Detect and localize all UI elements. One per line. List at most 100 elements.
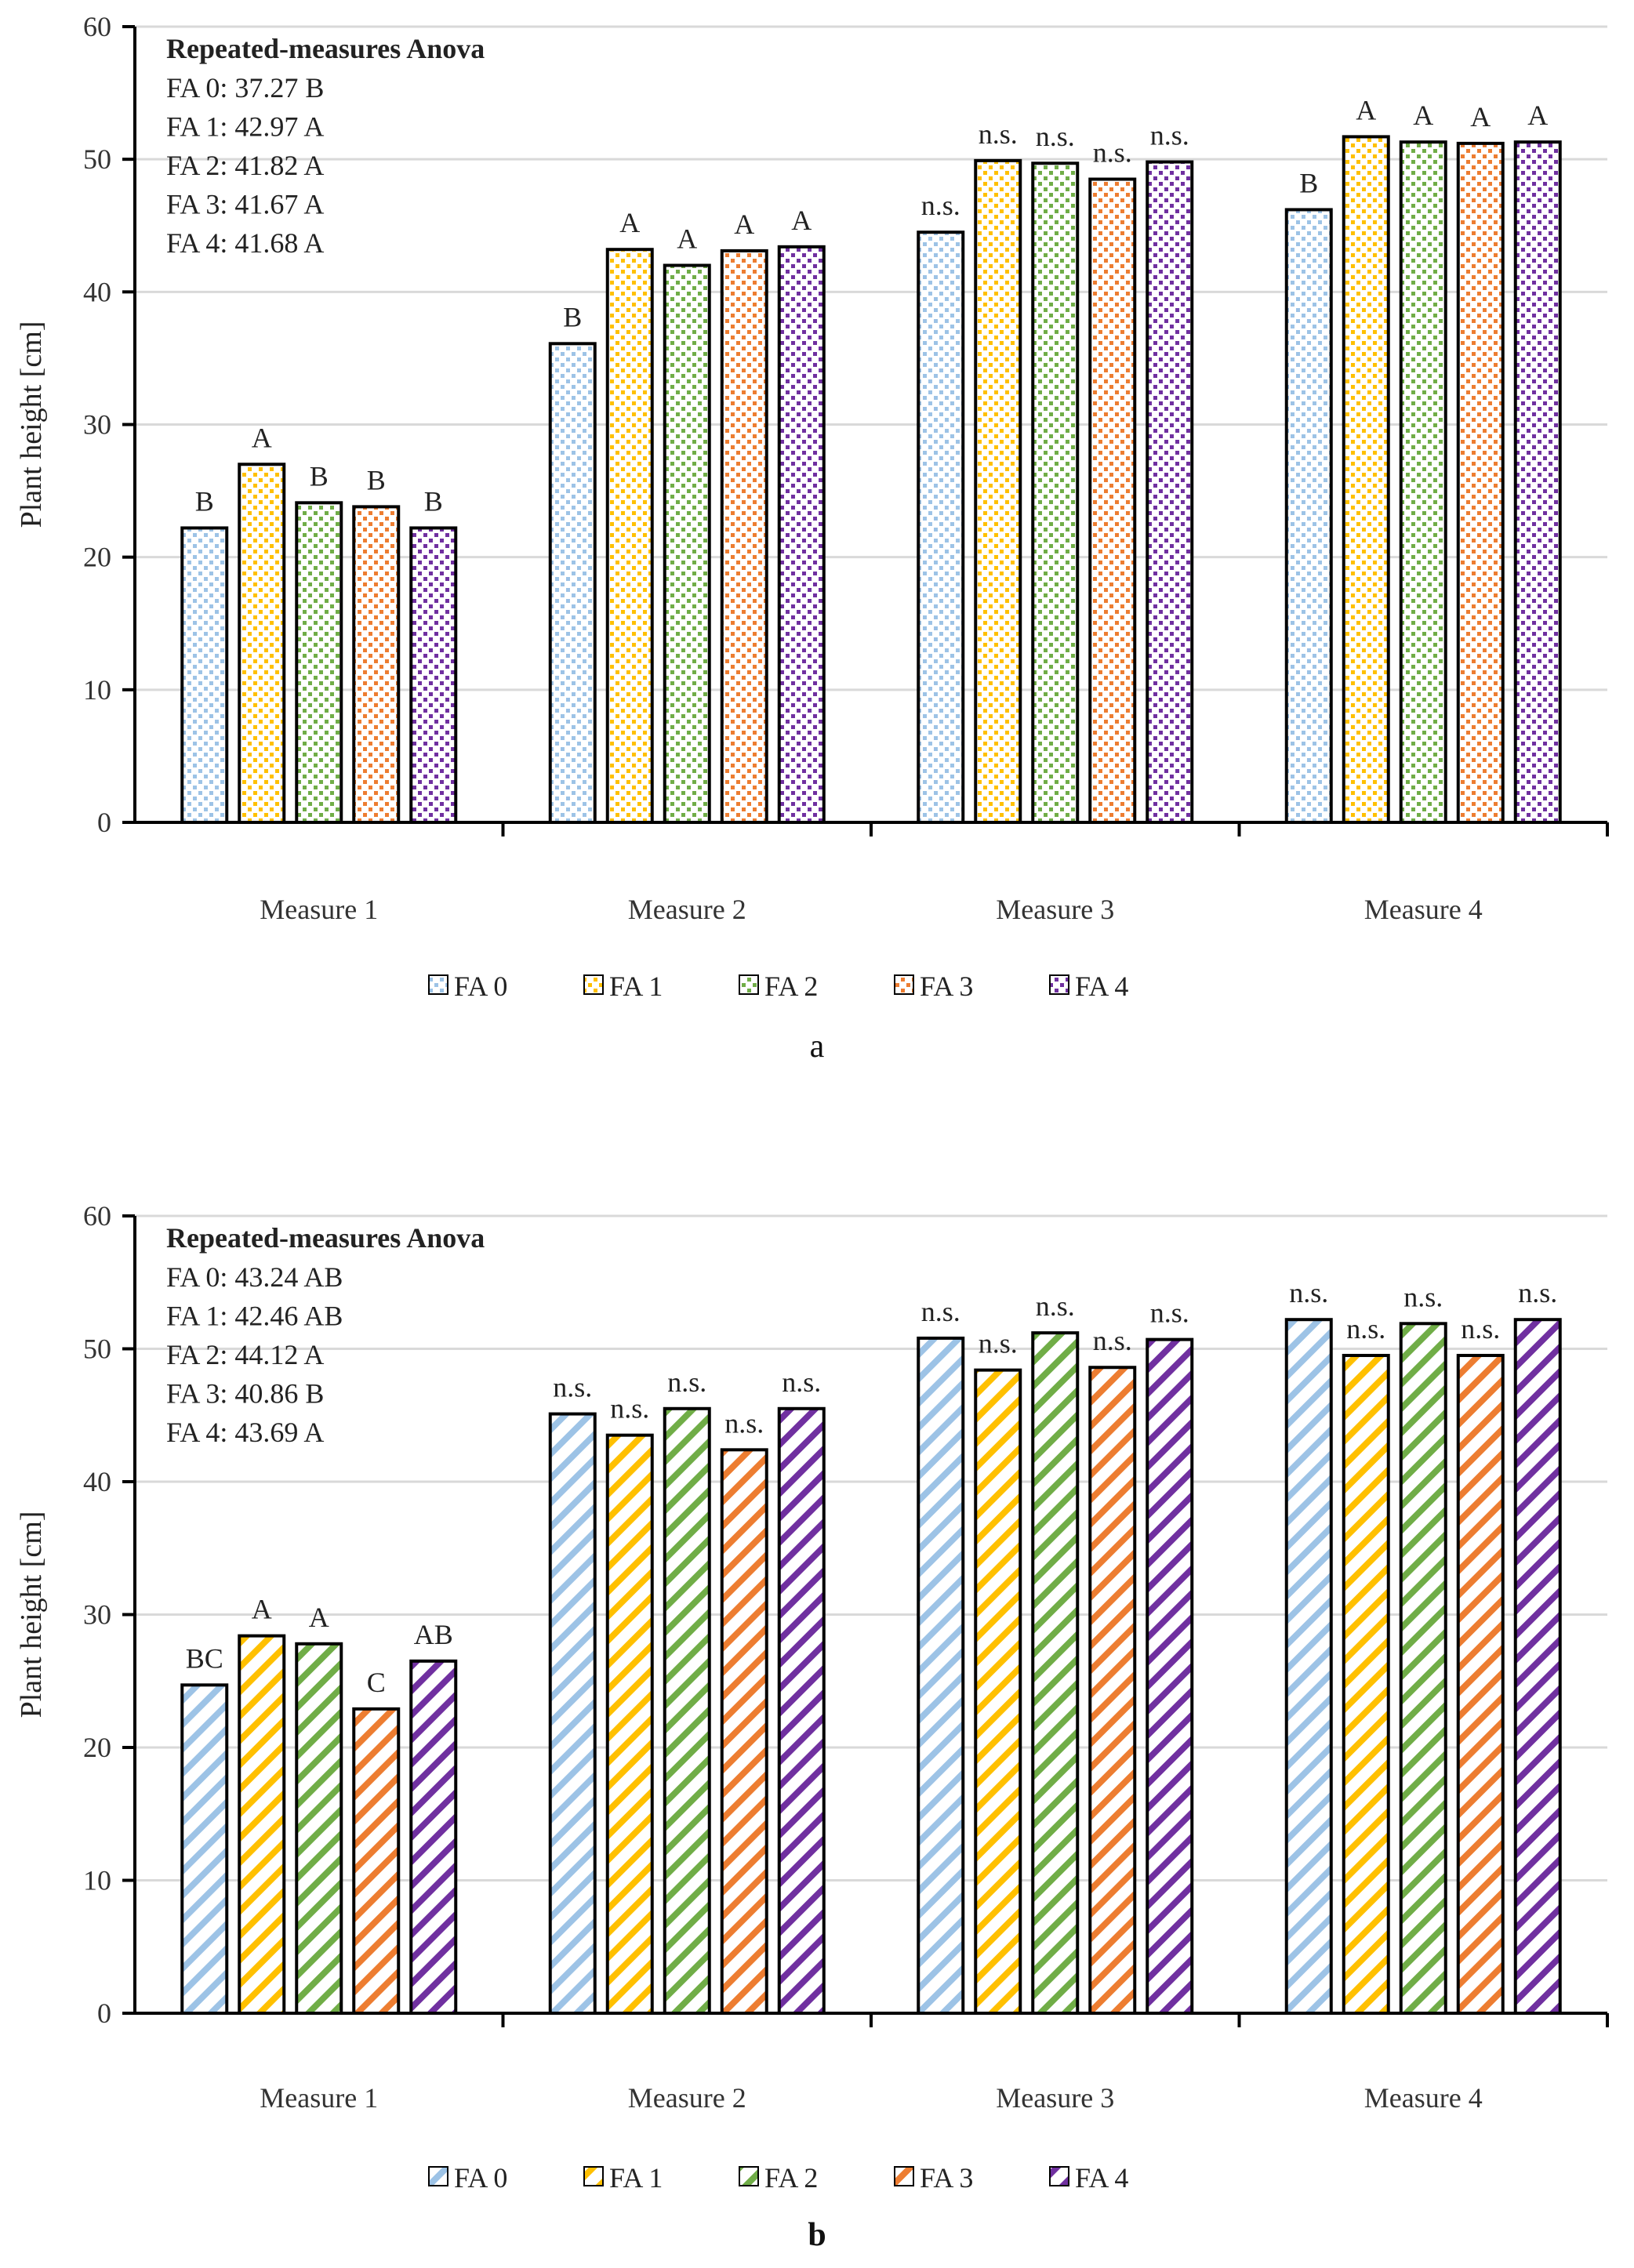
anova-line: FA 2: 44.12 A — [166, 1339, 324, 1370]
y-tick-label: 50 — [83, 143, 111, 175]
legend-item: FA 3 — [894, 2162, 973, 2194]
y-tick-label: 60 — [83, 11, 111, 42]
significance-label: B — [424, 485, 443, 517]
legend-swatch — [1049, 974, 1069, 995]
figure-caption: a — [810, 1029, 825, 1065]
bar-fa3 — [1456, 141, 1505, 825]
significance-label: n.s. — [782, 1366, 821, 1398]
bar-fa1 — [238, 463, 286, 824]
bar-fa2 — [663, 1406, 711, 2015]
bar-fa2 — [1399, 1322, 1447, 2016]
significance-label: A — [1470, 101, 1491, 132]
y-tick-label: 60 — [83, 1200, 111, 1232]
significance-label: B — [1299, 167, 1318, 198]
anova-line: FA 2: 41.82 A — [166, 150, 324, 181]
anova-title: Repeated-measures Anova — [166, 1222, 485, 1254]
bar-fa2 — [1031, 1331, 1080, 2016]
chart-b: 0 10 20 30 40 50 60 Measure 1 BC A A C AB Measure 2 n.… — [15, 1200, 1609, 2253]
legend-swatch — [583, 2166, 604, 2186]
bar-fa4 — [1146, 160, 1194, 825]
significance-label: n.s. — [667, 1366, 706, 1398]
legend-item: FA 3 — [894, 971, 973, 1002]
bar-fa0 — [180, 1683, 229, 2015]
legend-swatch — [428, 2166, 448, 2186]
x-category-label: Measure 4 — [1364, 2082, 1483, 2114]
legend-item: FA 4 — [1049, 2162, 1128, 2194]
y-tick-label: 40 — [83, 1466, 111, 1497]
bar-fa4 — [409, 1659, 458, 2015]
legend-label: FA 0 — [454, 2162, 507, 2194]
significance-label: n.s. — [1093, 137, 1132, 169]
significance-label: A — [734, 209, 754, 240]
bar-fa4 — [409, 526, 458, 824]
y-tick-label: 10 — [83, 1865, 111, 1896]
anova-line: FA 1: 42.46 AB — [166, 1301, 343, 1332]
bar-fa1 — [1342, 135, 1390, 825]
bar-fa3 — [720, 1448, 768, 2015]
significance-label: B — [367, 464, 386, 495]
anova-line: FA 4: 43.69 A — [166, 1417, 324, 1448]
significance-label: A — [1527, 100, 1548, 131]
significance-label: A — [1413, 100, 1433, 131]
bar-fa4 — [1513, 1318, 1562, 2015]
bar-fa1 — [238, 1634, 286, 2016]
significance-label: n.s. — [1346, 1313, 1385, 1344]
legend-label: FA 3 — [920, 971, 973, 1002]
significance-label: n.s. — [1403, 1281, 1443, 1312]
significance-label: n.s. — [1093, 1325, 1132, 1356]
significance-label: B — [195, 485, 214, 517]
bar-fa1 — [605, 248, 654, 824]
bar-fa0 — [180, 526, 229, 824]
significance-label: n.s. — [1150, 120, 1189, 151]
legend-label: FA 4 — [1075, 971, 1128, 1002]
significance-label: C — [367, 1667, 386, 1698]
significance-label: n.s. — [1036, 121, 1075, 152]
significance-label: n.s. — [921, 1296, 960, 1327]
significance-label: n.s. — [921, 190, 960, 221]
anova-title: Repeated-measures Anova — [166, 33, 485, 64]
legend-item: FA 0 — [428, 971, 507, 1002]
legend-swatch — [894, 2166, 914, 2186]
bar-fa2 — [1031, 161, 1080, 825]
x-category-label: Measure 1 — [260, 2082, 378, 2114]
bar-fa0 — [917, 230, 965, 825]
bar-fa3 — [1456, 1353, 1505, 2015]
bar-fa2 — [663, 263, 711, 824]
bar-fa0 — [1284, 1318, 1333, 2015]
significance-label: A — [677, 223, 697, 255]
legend-swatch — [739, 974, 759, 995]
significance-label: A — [252, 422, 272, 453]
y-tick-label: 50 — [83, 1334, 111, 1365]
y-tick-label: 40 — [83, 276, 111, 307]
figure-caption: b — [808, 2217, 826, 2253]
significance-label: A — [619, 207, 640, 238]
legend-label: FA 4 — [1075, 2162, 1128, 2194]
bar-fa1 — [974, 1368, 1022, 2015]
significance-label: n.s. — [1518, 1277, 1557, 1308]
y-tick-label: 30 — [83, 1599, 111, 1631]
chart-a: 0 10 20 30 40 50 60 Measure 1 B A B B B Measure 2 B A A A… — [15, 11, 1609, 1065]
y-axis-title: Plant height [cm] — [15, 321, 48, 528]
legend-item: FA 1 — [583, 2162, 663, 2194]
x-category-label: Measure 3 — [996, 894, 1114, 925]
bar-fa4 — [1146, 1337, 1194, 2015]
bar-fa0 — [917, 1336, 965, 2015]
bar-fa1 — [974, 158, 1022, 824]
y-tick-label: 0 — [97, 1998, 111, 2029]
significance-label: AB — [414, 1619, 453, 1650]
significance-label: BC — [186, 1642, 223, 1674]
bar-fa3 — [352, 1707, 401, 2015]
anova-line: FA 3: 41.67 A — [166, 189, 324, 220]
significance-label: n.s. — [610, 1393, 649, 1424]
anova-line: FA 0: 43.24 AB — [166, 1261, 343, 1293]
x-category-label: Measure 4 — [1364, 894, 1483, 925]
bar-fa3 — [1088, 1366, 1137, 2015]
significance-label: n.s. — [1461, 1313, 1500, 1344]
legend-label: FA 1 — [609, 2162, 663, 2194]
bar-fa1 — [605, 1433, 654, 2016]
significance-label: B — [563, 301, 582, 332]
y-axis-title: Plant height [cm] — [15, 1511, 48, 1718]
legend-swatch — [583, 974, 604, 995]
significance-label: n.s. — [1036, 1290, 1075, 1322]
